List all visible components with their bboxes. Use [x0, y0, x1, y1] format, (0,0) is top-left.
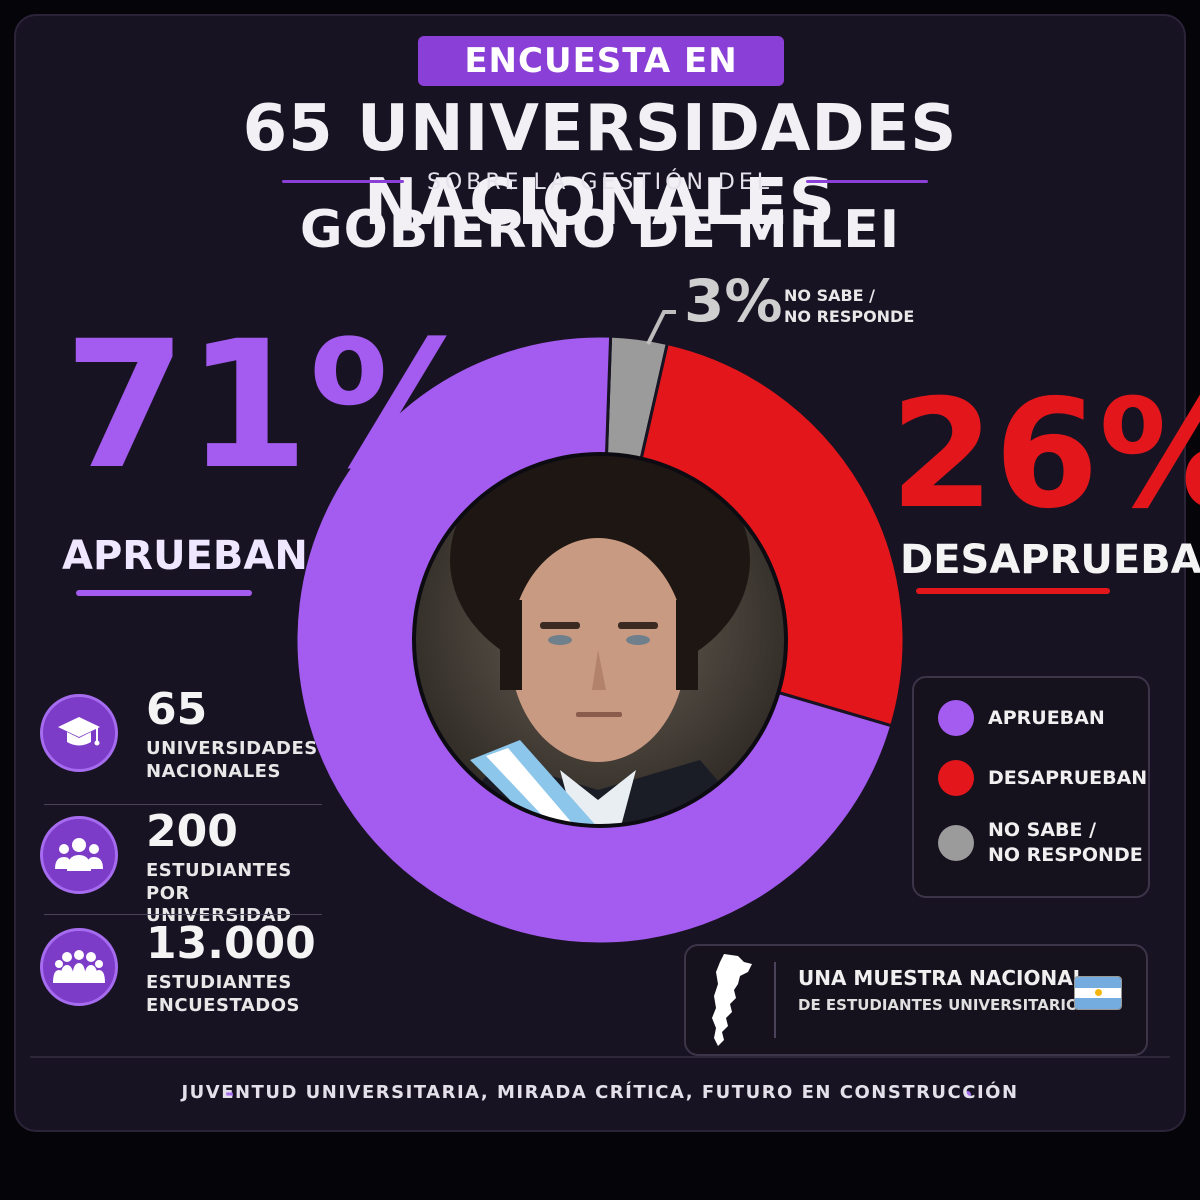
- sample-separator: [774, 962, 776, 1038]
- stat-students-per-university: 200 ESTUDIANTES POR UNIVERSIDAD: [40, 810, 330, 926]
- footer-dot: [964, 1091, 971, 1098]
- approve-percent: 71%: [64, 303, 486, 508]
- legend-swatch: [938, 760, 974, 796]
- stat-universities: 65 UNIVERSIDADES NACIONALES: [40, 688, 330, 794]
- nsnr-label-line1: NO SABE /: [784, 286, 876, 305]
- stat-students-surveyed: 13.000 ESTUDIANTES ENCUESTADOS: [40, 922, 330, 1028]
- legend-label-line2: NO RESPONDE: [988, 843, 1143, 866]
- subtitle-right-rule: [806, 180, 928, 183]
- nsnr-leader-line: [646, 310, 676, 345]
- legend-swatch: [938, 824, 974, 861]
- stat-number: 200: [146, 806, 238, 857]
- sample-line1: UNA MUESTRA NACIONAL: [798, 966, 1086, 990]
- legend-swatch: [938, 700, 974, 736]
- argentina-flag-icon: [1074, 976, 1122, 1010]
- disapprove-label: DESAPRUEBAN: [900, 537, 1200, 583]
- subtitle-government: GOBIERNO DE MILEI: [299, 200, 901, 260]
- stat-label-line2: ENCUESTADOS: [146, 994, 300, 1016]
- legend-label: APRUEBAN: [988, 706, 1105, 729]
- stat-label-line2: UNIVERSIDAD: [146, 905, 292, 926]
- legend-label: NO SABE / NO RESPONDE: [988, 818, 1143, 867]
- stat-label: ESTUDIANTES POR UNIVERSIDAD: [146, 860, 330, 928]
- approve-underline: [76, 590, 252, 596]
- nsnr-label: NO SABE / NO RESPONDE: [784, 286, 914, 328]
- sample-line2: DE ESTUDIANTES UNIVERSITARIOS: [798, 996, 1090, 1014]
- disapprove-percent: 26%: [890, 368, 1200, 542]
- legend-label: DESAPRUEBAN: [988, 766, 1148, 789]
- footer-tagline: JUVENTUD UNIVERSITARIA, MIRADA CRÍTICA, …: [181, 1082, 1019, 1103]
- subtitle: SOBRE LA GESTIÓN DEL: [426, 170, 774, 195]
- sample-box: UNA MUESTRA NACIONAL DE ESTUDIANTES UNIV…: [684, 944, 1148, 1056]
- legend-item-nsnr: NO SABE / NO RESPONDE: [938, 818, 1143, 867]
- students-group-icon: [40, 816, 118, 894]
- survey-pill: ENCUESTA EN: [418, 36, 784, 86]
- graduation-cap-icon: [40, 694, 118, 772]
- footer-rule: [30, 1056, 1170, 1058]
- stat-divider: [44, 804, 322, 805]
- stat-label-line2: NACIONALES: [146, 760, 281, 782]
- argentina-map-icon: [712, 954, 752, 1046]
- stat-label-line1: ESTUDIANTES POR: [146, 860, 292, 904]
- subtitle-left-rule: [282, 180, 404, 183]
- stat-label-line1: UNIVERSIDADES: [146, 738, 318, 759]
- legend-item-approve: APRUEBAN: [938, 700, 1105, 736]
- stat-label: ESTUDIANTES ENCUESTADOS: [146, 972, 300, 1017]
- footer-dot: [226, 1091, 233, 1098]
- nsnr-label-line2: NO RESPONDE: [784, 306, 915, 326]
- legend-label-line1: NO SABE /: [988, 819, 1097, 841]
- stat-label: UNIVERSIDADES NACIONALES: [146, 738, 318, 783]
- nsnr-percent: 3%: [684, 267, 783, 335]
- stat-label-line1: ESTUDIANTES: [146, 972, 292, 993]
- chart-legend: APRUEBAN DESAPRUEBAN NO SABE / NO RESPON…: [912, 676, 1150, 898]
- disapprove-underline: [916, 588, 1110, 594]
- donut-slices: [294, 334, 906, 946]
- stat-divider: [44, 914, 322, 915]
- main-title: 65 UNIVERSIDADES NACIONALES: [242, 92, 958, 240]
- stat-number: 13.000: [146, 918, 316, 969]
- stat-number: 65: [146, 684, 208, 735]
- legend-item-disapprove: DESAPRUEBAN: [938, 760, 1147, 796]
- crowd-icon: [40, 928, 118, 1006]
- approve-label: APRUEBAN: [62, 533, 308, 579]
